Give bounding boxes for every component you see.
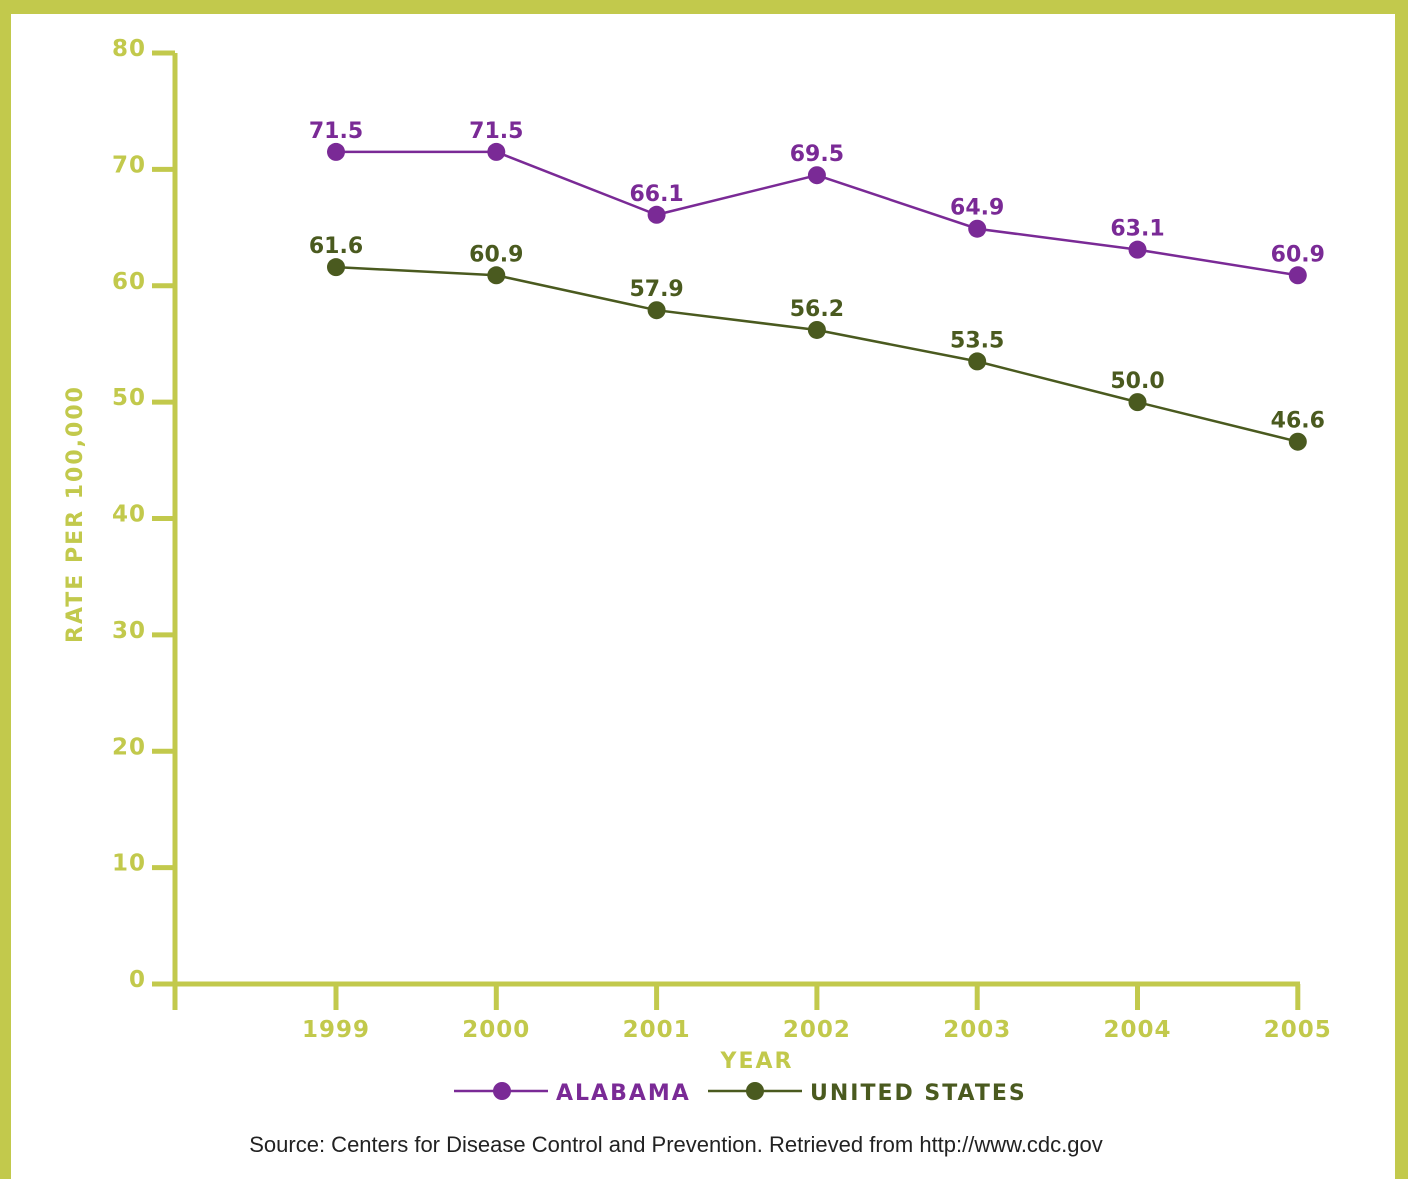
- data-label: 53.5: [950, 328, 1004, 353]
- data-label: 60.9: [469, 242, 523, 267]
- legend-label-united-states: UNITED STATES: [810, 1081, 1027, 1106]
- data-label: 69.5: [790, 142, 844, 167]
- data-point: [327, 258, 345, 277]
- legend: ALABAMA UNITED STATES: [454, 1081, 1027, 1106]
- data-point: [1128, 240, 1147, 259]
- x-tick-label: 2003: [943, 1017, 1011, 1043]
- y-tick-label: 30: [112, 618, 146, 644]
- y-tick-label: 50: [112, 385, 146, 411]
- y-tick-label: 60: [112, 269, 146, 295]
- data-point: [968, 352, 987, 371]
- y-tick-label: 70: [112, 152, 146, 178]
- legend-label-alabama: ALABAMA: [556, 1081, 691, 1106]
- series-united-states: 61.6 60.9 57.9 56.2 53.5 50.0 46.6: [309, 234, 1325, 451]
- chart-axes: 0 10 20 30 40 50 60 70 80 1999 2000 2001 2002 2003 200…: [112, 36, 1332, 1043]
- x-tick-label: 2004: [1103, 1017, 1171, 1043]
- x-tick-label: 1999: [302, 1017, 370, 1043]
- data-point: [1288, 432, 1307, 451]
- legend-marker-alabama: [493, 1082, 511, 1100]
- data-point: [807, 166, 826, 185]
- x-tick-label: 2005: [1264, 1017, 1332, 1043]
- data-point: [487, 266, 506, 285]
- data-label: 71.5: [309, 119, 363, 144]
- data-point: [647, 301, 666, 320]
- data-label: 64.9: [950, 196, 1004, 221]
- x-tick-label: 2001: [623, 1017, 691, 1043]
- data-label: 60.9: [1271, 242, 1325, 267]
- data-point: [1288, 266, 1307, 285]
- data-label: 61.6: [309, 234, 363, 259]
- data-label: 57.9: [629, 277, 683, 302]
- y-axis-title: RATE PER 100,000: [63, 385, 88, 643]
- data-point: [1128, 393, 1147, 412]
- series-alabama: 71.5 71.5 66.1 69.5 64.9 63.1 60.9: [309, 119, 1325, 285]
- y-tick-label: 20: [112, 734, 146, 760]
- data-point: [968, 219, 987, 238]
- y-tick-label: 40: [112, 502, 146, 528]
- data-label: 71.5: [469, 119, 523, 144]
- x-axis-title: YEAR: [720, 1049, 794, 1074]
- series-line: [335, 265, 1299, 443]
- data-point: [487, 142, 506, 161]
- series-layer: 71.5 71.5 66.1 69.5 64.9 63.1 60.9 61.6 60.9 57.9…: [309, 119, 1325, 451]
- data-label: 63.1: [1110, 217, 1164, 242]
- data-point: [647, 205, 666, 224]
- data-label: 50.0: [1110, 369, 1164, 394]
- y-tick-label: 10: [112, 851, 146, 877]
- y-tick-label: 80: [112, 36, 146, 62]
- data-label: 66.1: [629, 182, 683, 207]
- data-label: 56.2: [790, 297, 844, 322]
- data-label: 46.6: [1271, 409, 1325, 434]
- x-tick-label: 2002: [783, 1017, 851, 1043]
- y-tick-label: 0: [129, 967, 146, 993]
- data-point: [327, 142, 345, 161]
- source-note: Source: Centers for Disease Control and …: [249, 1132, 1103, 1157]
- legend-marker-united-states: [746, 1082, 764, 1100]
- data-point: [807, 320, 826, 339]
- x-tick-label: 2000: [462, 1017, 530, 1043]
